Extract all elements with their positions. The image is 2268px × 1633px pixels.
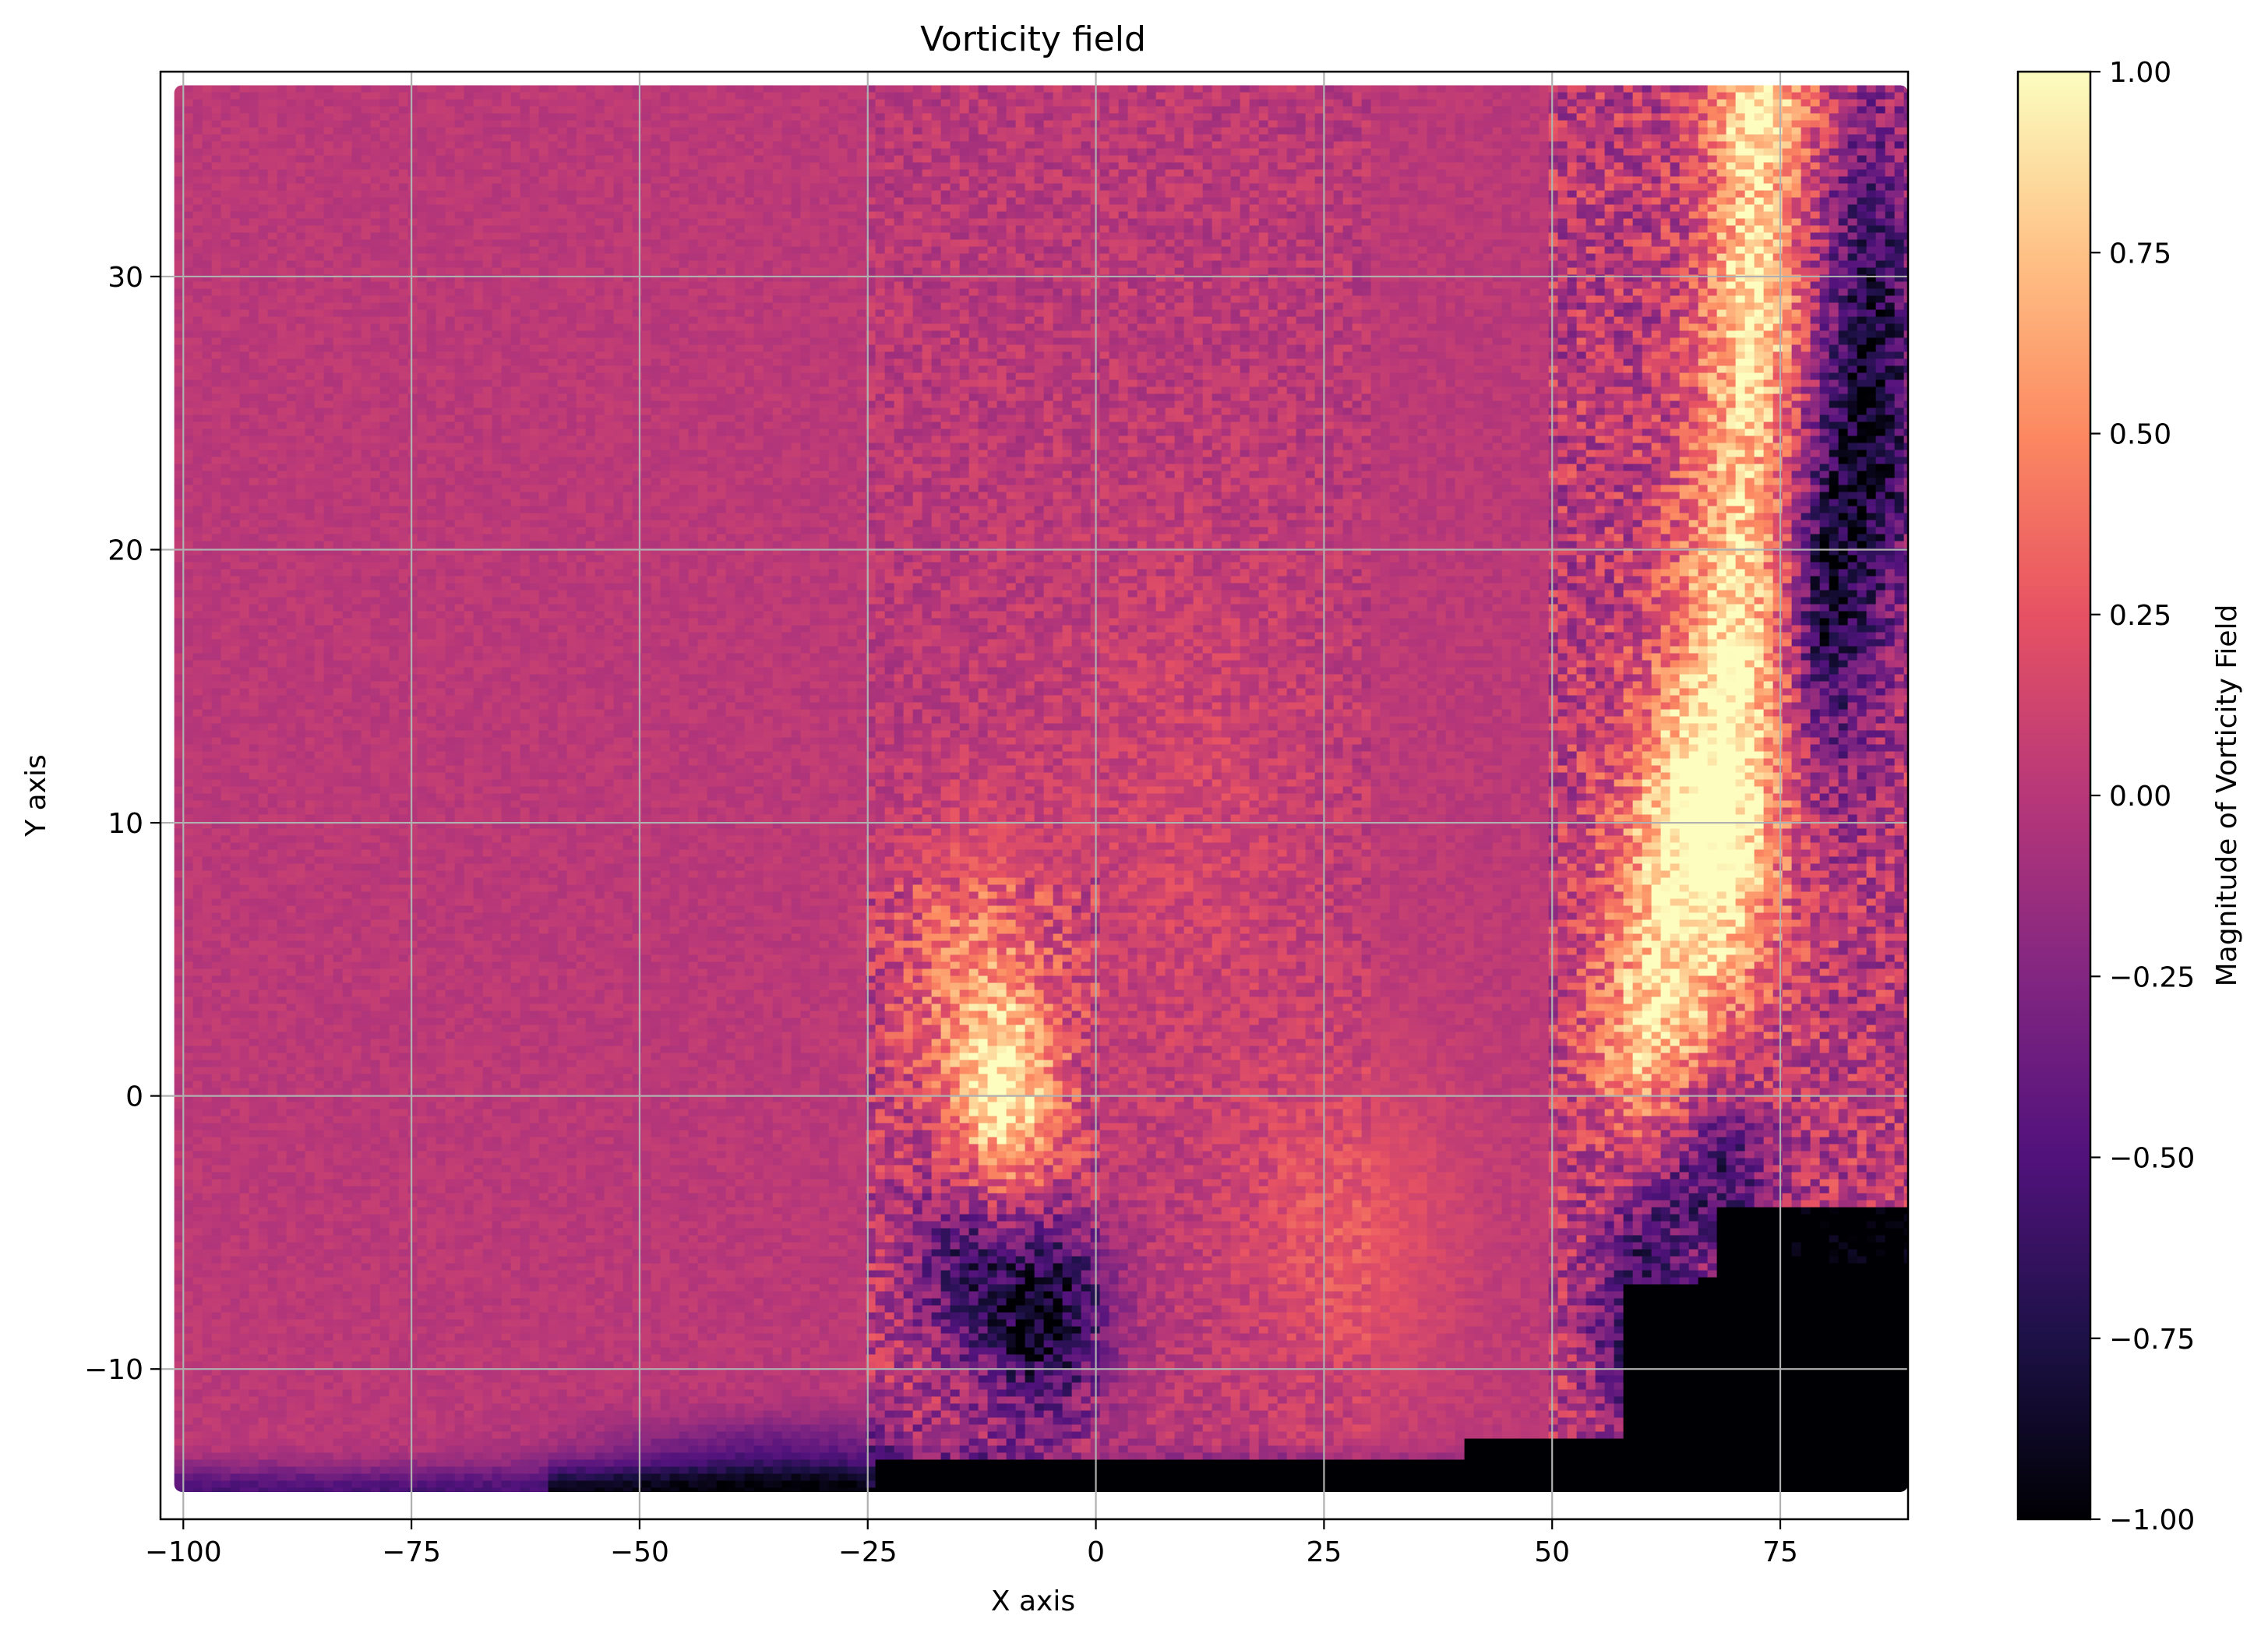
colorbar-label: Magnitude of Vorticity Field bbox=[2211, 605, 2243, 987]
colorbar-tick-label: −0.50 bbox=[2109, 1143, 2195, 1175]
plot-frame bbox=[159, 70, 1910, 1521]
x-tick-label: 50 bbox=[1534, 1536, 1570, 1568]
x-tick-label: −50 bbox=[610, 1536, 669, 1568]
y-tick-label: 10 bbox=[108, 808, 143, 840]
colorbar-gradient bbox=[2018, 72, 2090, 1519]
x-tick-label: 25 bbox=[1306, 1536, 1342, 1568]
colorbar-tick-label: 1.00 bbox=[2109, 57, 2171, 89]
colorbar: −1.00 −0.75 −0.50 −0.25 0.00 0.25 0.50 0.75 1.00… bbox=[2016, 57, 2243, 1536]
colorbar-tick-label: 0.75 bbox=[2109, 238, 2171, 270]
x-tick-label: −25 bbox=[838, 1536, 898, 1568]
y-tick-label: 0 bbox=[125, 1081, 143, 1113]
x-axis-label: X axis bbox=[991, 1585, 1075, 1617]
y-axis-label: Y axis bbox=[20, 754, 52, 838]
y-tick-label: 20 bbox=[108, 534, 143, 566]
x-tick-label: −75 bbox=[382, 1536, 441, 1568]
vorticity-field bbox=[174, 85, 1909, 1492]
colorbar-tick-label: −1.00 bbox=[2109, 1504, 2195, 1536]
x-tick-label: 75 bbox=[1762, 1536, 1798, 1568]
x-ticks: −100 −75 −50 −25 0 25 50 75 bbox=[145, 1519, 1798, 1568]
colorbar-tick-label: 0.50 bbox=[2109, 419, 2171, 451]
y-tick-label: −10 bbox=[84, 1354, 143, 1386]
x-tick-label: 0 bbox=[1087, 1536, 1105, 1568]
colorbar-tick-label: −0.25 bbox=[2109, 961, 2195, 993]
chart-title: Vorticity field bbox=[920, 19, 1146, 59]
colorbar-tick-label: −0.75 bbox=[2109, 1324, 2195, 1356]
colorbar-tick-label: 0.25 bbox=[2109, 600, 2171, 632]
colorbar-tick-label: 0.00 bbox=[2109, 781, 2171, 813]
x-tick-label: −100 bbox=[145, 1536, 222, 1568]
colorbar-ticks: −1.00 −0.75 −0.50 −0.25 0.00 0.25 0.50 0.75 1.00 bbox=[2090, 57, 2195, 1536]
y-tick-label: 30 bbox=[108, 262, 143, 294]
grid bbox=[160, 72, 1908, 1519]
y-ticks: −10 0 10 20 30 bbox=[84, 262, 160, 1386]
